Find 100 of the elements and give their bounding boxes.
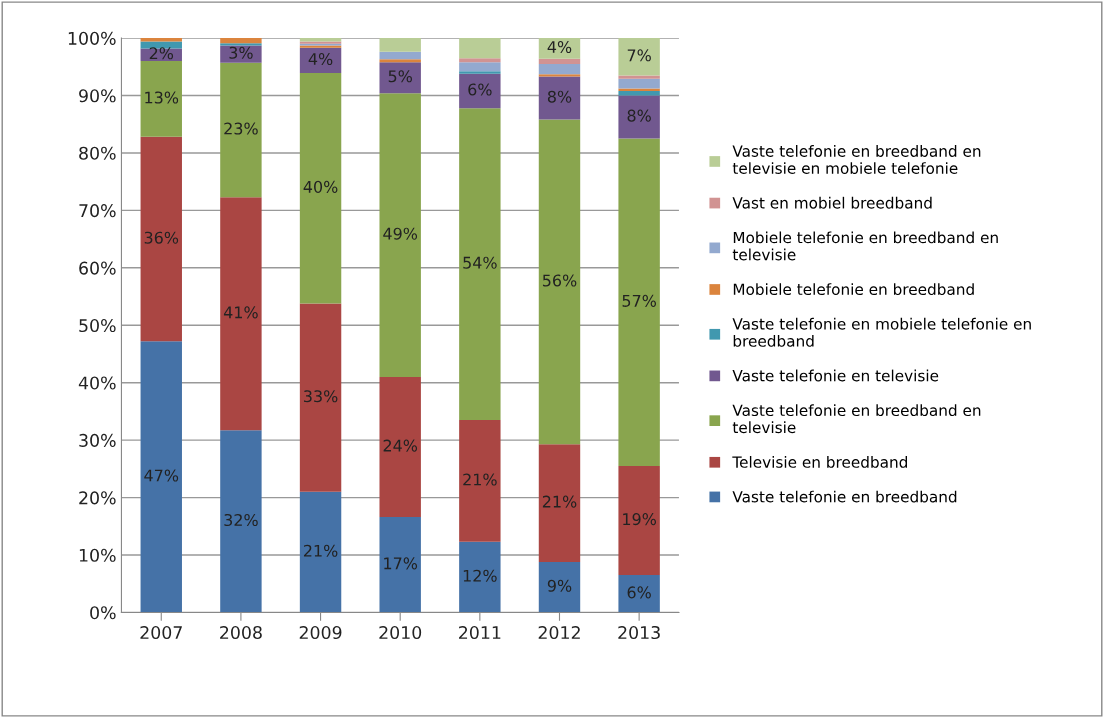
x-tick-label: 2012 xyxy=(538,625,580,640)
bar xyxy=(538,444,581,562)
bar xyxy=(379,51,421,60)
bar xyxy=(618,75,660,79)
bar xyxy=(459,73,501,109)
y-tick-label: 0% xyxy=(90,606,116,620)
bar xyxy=(140,61,182,137)
data-label: 8% xyxy=(547,90,572,103)
data-label: 4% xyxy=(308,53,333,66)
bar xyxy=(299,303,342,492)
legend-label: Vast en mobiel breedband xyxy=(732,196,932,209)
data-label: 6% xyxy=(468,83,492,96)
bar xyxy=(538,119,581,445)
data-label: 17% xyxy=(384,557,418,570)
data-label: 3% xyxy=(229,46,253,59)
bar xyxy=(299,491,342,613)
legend-label: Vaste telefonie en breedband xyxy=(732,490,957,503)
data-label: 12% xyxy=(463,569,497,582)
legend-label: Vaste telefonie en breedband en televisie en mobiele telefonie xyxy=(732,145,981,174)
data-label: 24% xyxy=(383,439,418,452)
bar xyxy=(538,561,581,613)
bar xyxy=(538,58,581,64)
bar xyxy=(220,62,262,198)
y-tick-label: 20% xyxy=(79,491,116,505)
legend-label: Televisie en breedband xyxy=(732,456,907,468)
bar xyxy=(379,62,421,94)
data-label: 36% xyxy=(144,231,179,244)
x-tick-label: 2013 xyxy=(618,625,660,640)
y-tick-label: 70% xyxy=(79,204,116,218)
bar xyxy=(538,63,581,75)
y-tick-label: 50% xyxy=(79,318,116,333)
bar xyxy=(459,62,501,72)
data-label: 57% xyxy=(622,294,657,307)
data-label: 54% xyxy=(463,256,497,269)
bar xyxy=(538,74,581,77)
data-label: 6% xyxy=(627,586,651,599)
bar xyxy=(140,38,182,42)
bar xyxy=(538,38,581,59)
data-label: 40% xyxy=(303,180,338,193)
data-label: 7% xyxy=(627,49,651,62)
legend-label: Mobiele telefonie en breedband xyxy=(733,283,974,296)
bar xyxy=(618,575,660,613)
legend-label: Vaste telefonie en televisie xyxy=(732,369,939,382)
y-tick-label: 90% xyxy=(79,89,116,103)
bar xyxy=(220,430,262,613)
y-tick-label: 10% xyxy=(79,548,116,562)
bar xyxy=(299,73,342,304)
y-tick-label: 60% xyxy=(79,261,116,275)
data-label: 21% xyxy=(303,544,338,557)
data-label: 19% xyxy=(623,513,657,526)
bar xyxy=(220,197,262,431)
x-tick-label: 2010 xyxy=(379,625,422,640)
bar xyxy=(538,76,581,120)
data-label: 2% xyxy=(149,47,174,60)
bar xyxy=(379,517,421,613)
bar xyxy=(379,59,421,63)
legend-label: Vaste telefonie en mobiele telefonie en breedband xyxy=(732,317,1031,347)
bar xyxy=(618,78,660,89)
data-label: 9% xyxy=(547,579,572,592)
bar xyxy=(379,93,421,377)
bar xyxy=(220,38,262,44)
data-label: 8% xyxy=(627,109,651,122)
bar xyxy=(140,341,182,613)
x-tick-label: 2007 xyxy=(140,625,182,640)
x-tick-label: 2011 xyxy=(459,625,501,640)
data-label: 56% xyxy=(542,274,577,287)
bar xyxy=(459,38,501,59)
x-tick-label: 2008 xyxy=(220,625,262,640)
bar xyxy=(220,43,262,46)
bar xyxy=(140,136,182,342)
bar xyxy=(459,420,501,542)
bar xyxy=(459,71,501,74)
bar xyxy=(618,138,660,466)
bar xyxy=(459,58,501,63)
y-tick-label: 40% xyxy=(78,376,116,390)
data-label: 21% xyxy=(542,495,577,508)
data-label: 23% xyxy=(224,122,258,135)
y-tick-label: 100% xyxy=(68,31,116,45)
data-label: 41% xyxy=(223,306,258,319)
data-label: 47% xyxy=(144,469,179,482)
bar xyxy=(459,108,501,421)
legend-label: Vaste telefonie en breedband en televisie xyxy=(732,404,981,434)
data-label: 33% xyxy=(304,390,338,403)
x-tick-label: 2009 xyxy=(299,625,342,640)
data-label: 49% xyxy=(383,227,418,240)
y-tick-label: 80% xyxy=(79,146,116,160)
bar xyxy=(379,38,421,52)
bar xyxy=(379,376,421,518)
data-label: 5% xyxy=(388,70,412,83)
legend-label: Mobiele telefonie en breedband en televisie xyxy=(732,231,998,261)
data-label: 32% xyxy=(224,513,258,527)
data-label: 21% xyxy=(463,473,497,486)
bar xyxy=(618,465,660,576)
bar xyxy=(618,38,660,76)
bar xyxy=(299,47,342,74)
data-label: 13% xyxy=(145,91,179,104)
data-label: 4% xyxy=(547,40,572,54)
bar xyxy=(459,541,501,613)
y-tick-label: 30% xyxy=(79,433,116,447)
bar xyxy=(618,95,660,139)
